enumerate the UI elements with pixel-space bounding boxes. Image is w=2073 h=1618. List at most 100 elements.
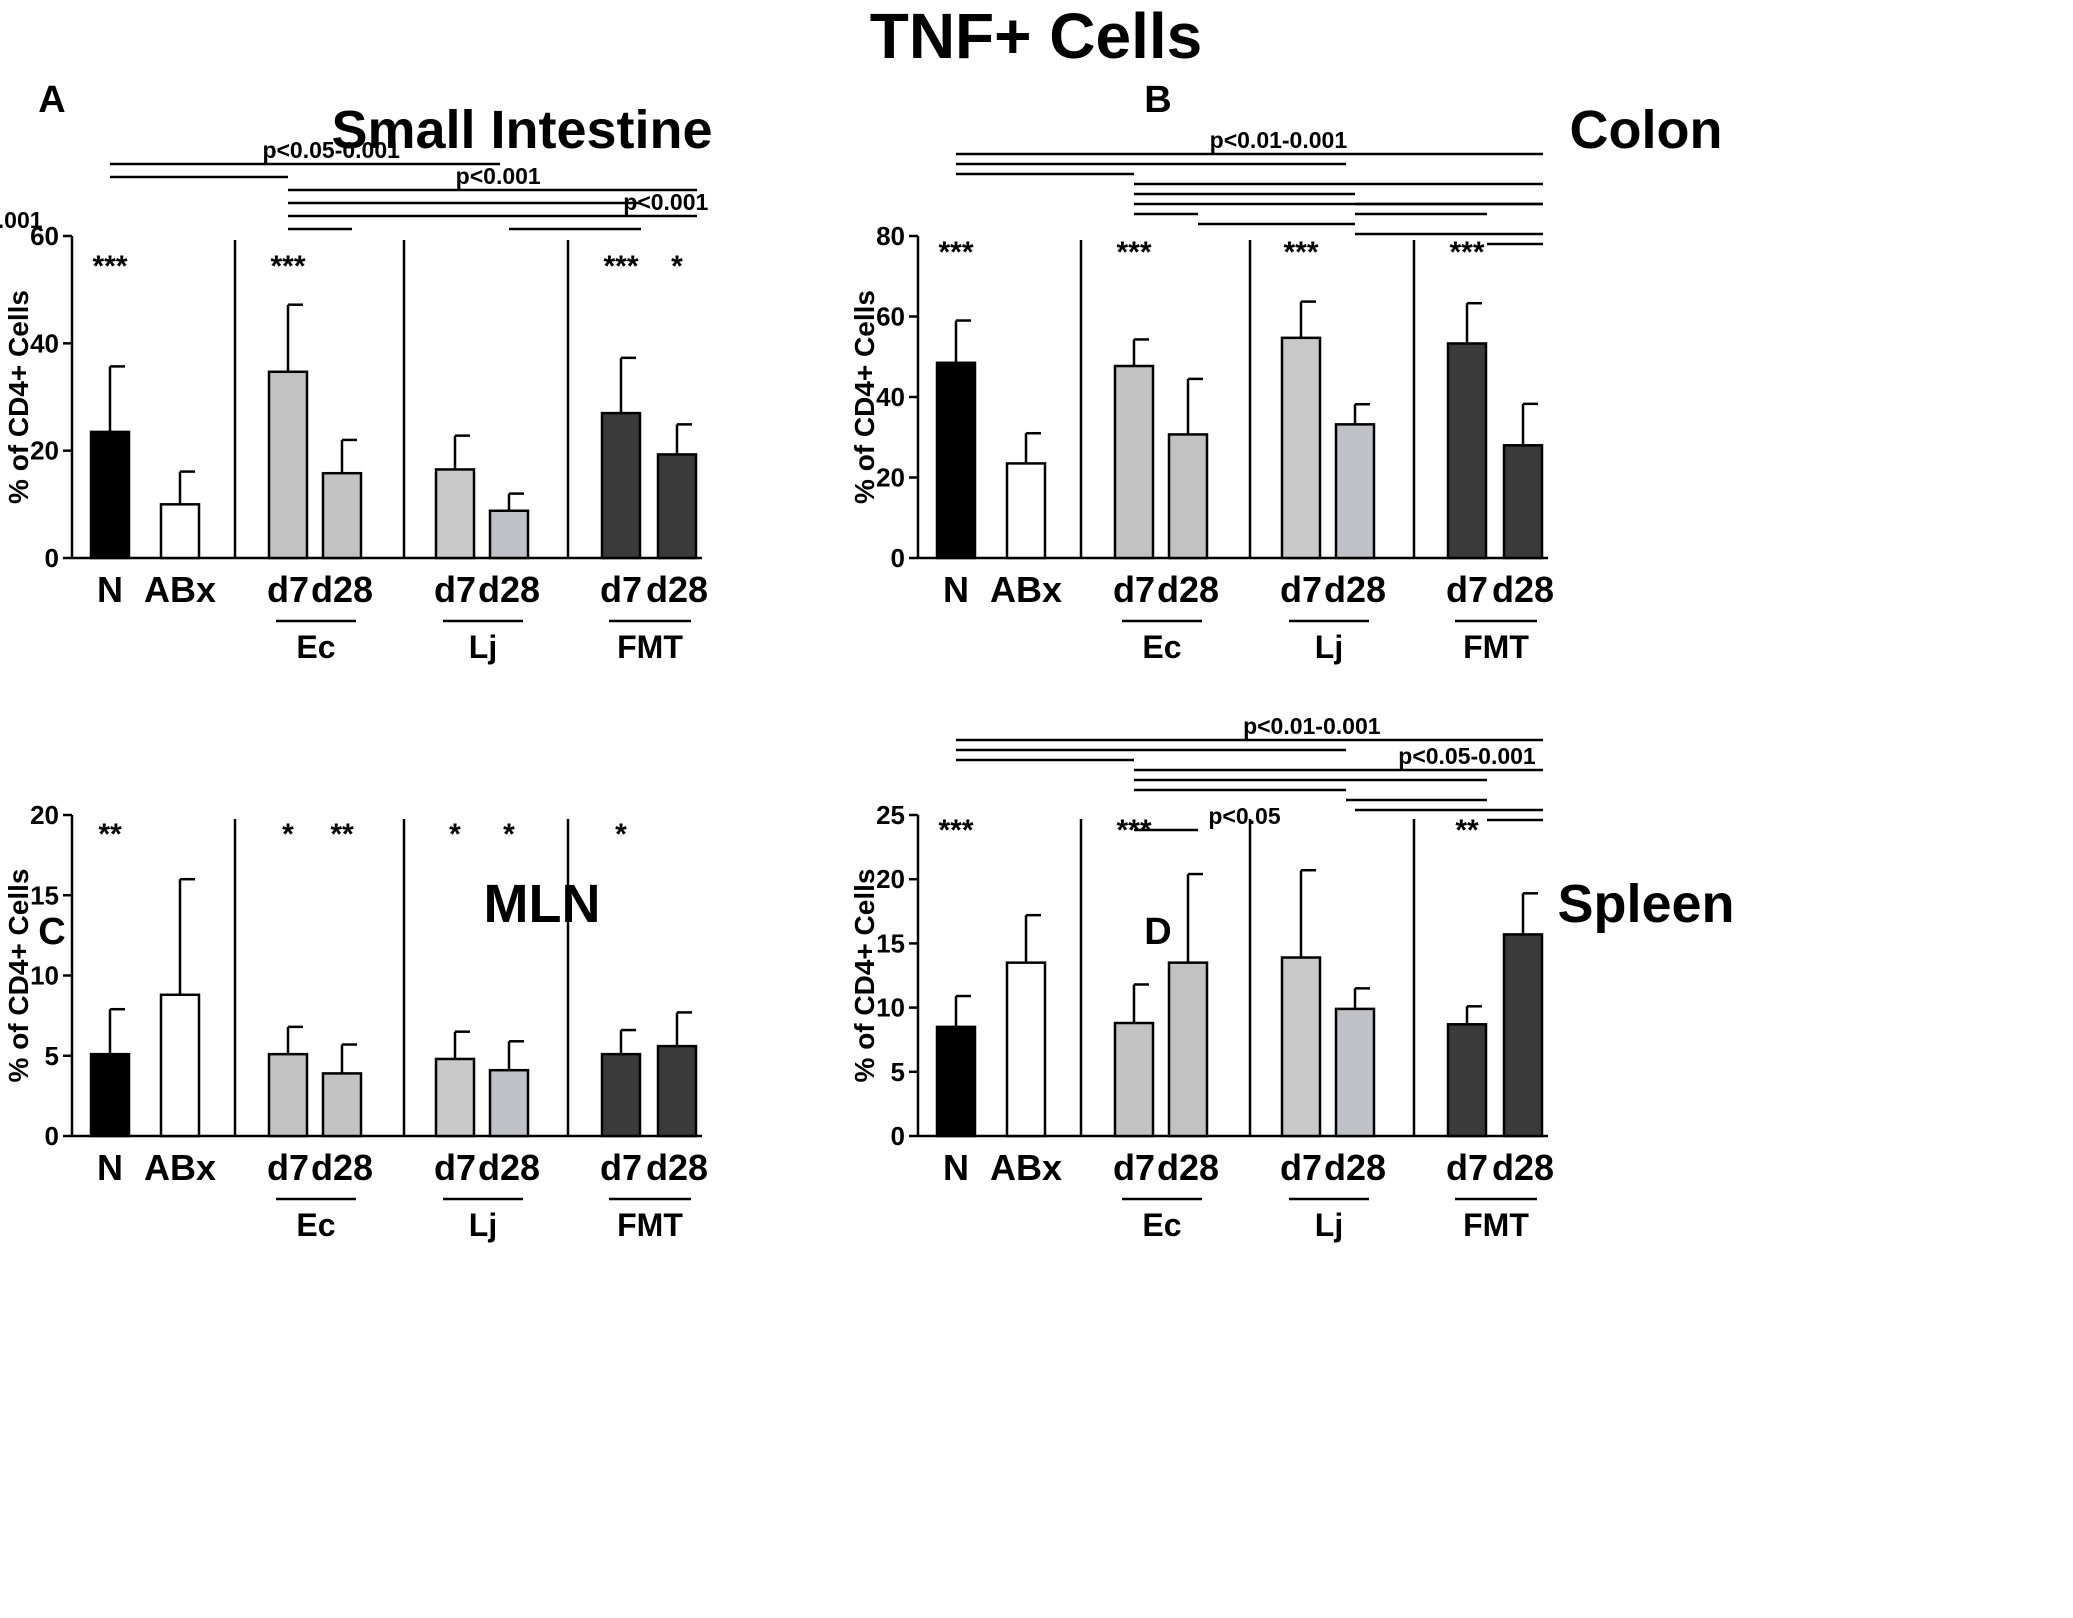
- y-tick-label: 0: [891, 543, 905, 573]
- panel-letter: A: [38, 79, 65, 121]
- category-label: d7: [1446, 569, 1488, 610]
- category-label: d28: [311, 569, 373, 610]
- bar: [159, 503, 201, 560]
- panel-b-colon: Colon B 0 20 40 60 80 % of CD4+ Cells N *** ABx d7 *…: [0, 79, 1722, 665]
- category-label: d28: [478, 569, 540, 610]
- category-label: ABx: [990, 1147, 1062, 1188]
- p-value-label: p<0.001: [623, 189, 708, 215]
- bar: [1167, 961, 1209, 1138]
- category-label: ABx: [990, 569, 1062, 610]
- bar: [1113, 1021, 1155, 1138]
- significance-stars: ***: [938, 236, 973, 269]
- significance-stars: **: [1455, 814, 1479, 847]
- bar: [1280, 336, 1322, 560]
- y-tick-label: 10: [876, 993, 905, 1023]
- significance-stars: *: [449, 818, 461, 851]
- significance-stars: **: [98, 818, 122, 851]
- category-label: d28: [646, 1147, 708, 1188]
- significance-stars: ***: [1283, 236, 1318, 269]
- category-label: d7: [600, 1147, 642, 1188]
- y-tick-label: 20: [876, 463, 905, 493]
- y-tick-label: 0: [45, 543, 59, 573]
- y-tick-label: 20: [30, 800, 59, 830]
- bar: [1167, 433, 1209, 560]
- y-tick-label: 40: [30, 328, 59, 358]
- panel-d-spleen: Spleen D 0 5 10 15 20 25 % of CD4+ Cells N *** ABx d…: [849, 713, 1735, 1243]
- group-label: Lj: [1315, 629, 1343, 665]
- p-value-label: p<0.05: [1208, 803, 1280, 829]
- bar: [434, 468, 476, 560]
- category-label: d28: [646, 569, 708, 610]
- group-label: Ec: [296, 1207, 335, 1243]
- category-label: d28: [1157, 569, 1219, 610]
- category-label: d28: [1492, 1147, 1554, 1188]
- significance-stars: *: [671, 250, 683, 283]
- group-label: FMT: [1463, 1207, 1529, 1243]
- significance-stars: ***: [1116, 236, 1151, 269]
- panel-title: MLN: [484, 874, 601, 934]
- y-tick-label: 10: [30, 961, 59, 991]
- category-label: d28: [1324, 569, 1386, 610]
- p-value-label: p<0.05-0.001: [1398, 743, 1536, 769]
- category-label: d7: [434, 569, 476, 610]
- bar: [935, 361, 977, 560]
- category-label: d7: [267, 569, 309, 610]
- panel-title: Spleen: [1557, 874, 1734, 934]
- y-axis-title: % of CD4+ Cells: [3, 290, 34, 504]
- bar: [267, 370, 309, 560]
- bar: [434, 1057, 476, 1138]
- panel-title: Colon: [1570, 100, 1723, 160]
- bar: [1005, 961, 1047, 1138]
- category-label: d7: [1280, 569, 1322, 610]
- y-tick-label: 0: [45, 1121, 59, 1151]
- category-label: d7: [434, 1147, 476, 1188]
- bar: [935, 1025, 977, 1138]
- category-label: ABx: [144, 569, 216, 610]
- y-axis-title: % of CD4+ Cells: [3, 869, 34, 1083]
- category-label: N: [97, 1147, 123, 1188]
- panel-title: Small Intestine: [331, 100, 712, 160]
- bar: [321, 1072, 363, 1138]
- category-label: N: [943, 1147, 969, 1188]
- bar: [1502, 933, 1544, 1138]
- bar: [1446, 1023, 1488, 1138]
- group-label: FMT: [617, 1207, 683, 1243]
- category-label: N: [97, 569, 123, 610]
- y-tick-label: 40: [876, 382, 905, 412]
- bar: [1334, 423, 1376, 560]
- bar: [1502, 444, 1544, 560]
- bar: [1005, 462, 1047, 560]
- y-tick-label: 15: [30, 880, 59, 910]
- bar: [488, 1068, 530, 1138]
- category-label: d28: [478, 1147, 540, 1188]
- y-tick-label: 80: [876, 221, 905, 251]
- category-label: d28: [311, 1147, 373, 1188]
- significance-stars: *: [615, 818, 627, 851]
- y-tick-label: 60: [30, 221, 59, 251]
- p-value-label: p<0.05-0.001: [262, 137, 400, 163]
- significance-stars: *: [503, 818, 515, 851]
- bar: [656, 1044, 698, 1138]
- category-label: ABx: [144, 1147, 216, 1188]
- significance-stars: ***: [270, 250, 305, 283]
- category-label: d7: [1113, 569, 1155, 610]
- group-label: Ec: [1142, 1207, 1181, 1243]
- group-label: Lj: [469, 629, 497, 665]
- significance-stars: ***: [603, 250, 638, 283]
- p-value-label: p<0.01-0.001: [1243, 713, 1381, 739]
- figure-title: TNF+ Cells: [870, 0, 1203, 72]
- y-axis-title: % of CD4+ Cells: [849, 869, 880, 1083]
- panel-letter: D: [1144, 911, 1171, 953]
- significance-stars: ***: [1449, 236, 1484, 269]
- group-label: Lj: [469, 1207, 497, 1243]
- bar: [1334, 1007, 1376, 1138]
- category-label: d28: [1492, 569, 1554, 610]
- bar: [600, 411, 642, 560]
- y-tick-label: 60: [876, 302, 905, 332]
- y-tick-label: 20: [876, 864, 905, 894]
- group-label: FMT: [617, 629, 683, 665]
- bar: [89, 430, 131, 560]
- bar: [267, 1052, 309, 1138]
- group-label: Ec: [1142, 629, 1181, 665]
